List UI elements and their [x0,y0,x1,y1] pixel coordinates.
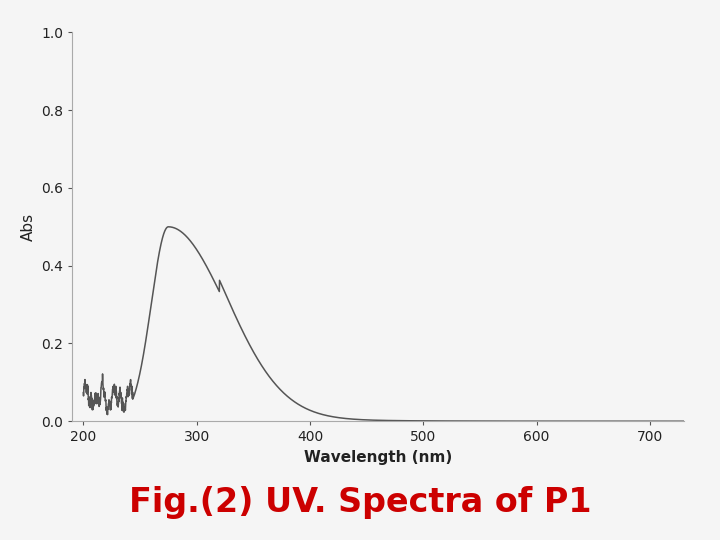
X-axis label: Wavelength (nm): Wavelength (nm) [304,450,452,465]
Text: Fig.(2) UV. Spectra of P1: Fig.(2) UV. Spectra of P1 [129,485,591,519]
Y-axis label: Abs: Abs [20,213,35,241]
